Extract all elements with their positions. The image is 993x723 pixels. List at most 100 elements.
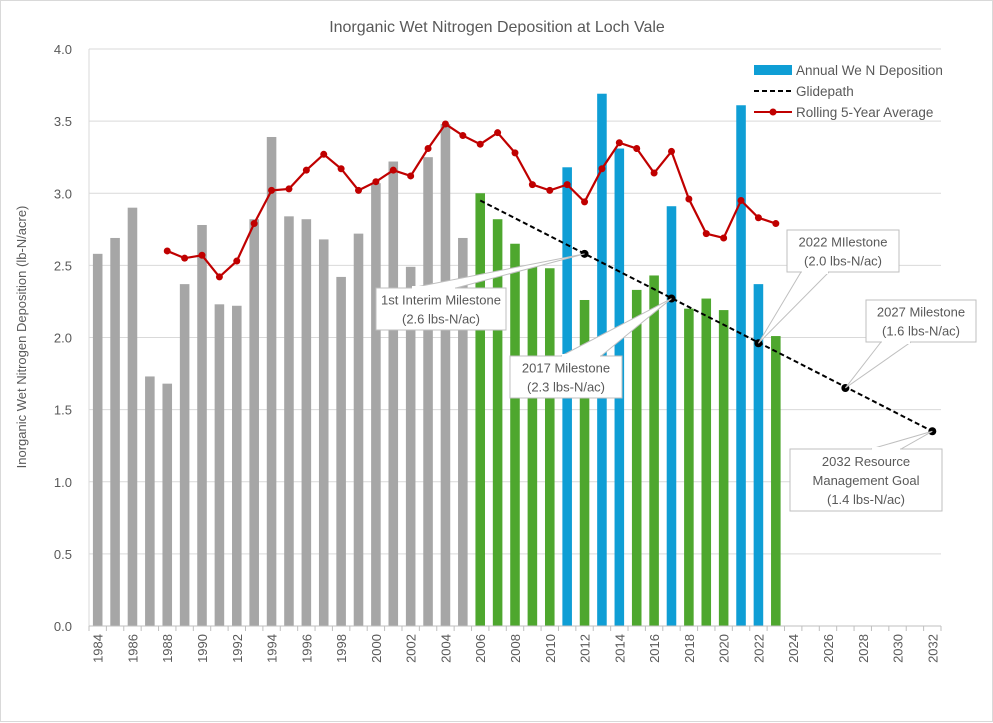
x-tick-label: 2000 <box>369 634 384 663</box>
x-tick-label: 1994 <box>265 634 280 663</box>
x-tick-label: 2016 <box>647 634 662 663</box>
legend-entry: Glidepath <box>796 84 854 99</box>
bar-2007 <box>492 219 503 626</box>
callout-joint <box>872 447 900 451</box>
bar-1987 <box>145 376 155 626</box>
bar-2000 <box>371 183 381 626</box>
rolling-average-point <box>337 165 345 173</box>
callout-text: 2032 Resource <box>822 454 910 469</box>
y-tick-label: 3.5 <box>54 114 72 129</box>
callout-pointer <box>757 271 831 344</box>
bar-2010 <box>544 268 555 626</box>
y-tick-label: 2.0 <box>54 331 72 346</box>
y-tick-label: 1.5 <box>54 403 72 418</box>
x-tick-label: 1990 <box>195 634 210 663</box>
bar-2004 <box>440 124 451 626</box>
bars <box>92 93 781 627</box>
x-tick-label: 2004 <box>438 634 453 663</box>
bar-1985 <box>110 237 120 626</box>
y-tick-label: 3.0 <box>54 186 72 201</box>
rolling-average-point <box>163 247 171 255</box>
x-tick-label: 2014 <box>612 634 627 663</box>
bar-1984 <box>92 253 103 626</box>
rolling-average-point <box>268 186 276 194</box>
rolling-average-point <box>181 254 189 262</box>
bar-2012 <box>579 299 590 626</box>
rolling-average-point <box>737 196 745 204</box>
bar-2015 <box>631 289 642 626</box>
bar-2009 <box>527 265 538 626</box>
bar-2019 <box>701 298 712 626</box>
y-tick-label: 2.5 <box>54 258 72 273</box>
x-tick-label: 1992 <box>230 634 245 663</box>
bar-1988 <box>162 383 173 626</box>
y-axis-ticks: 0.0 0.5 1.0 1.5 2.0 2.5 3.0 3.5 4.0 <box>54 42 72 634</box>
rolling-average-point <box>581 198 589 206</box>
legend-swatch-rolling-marker <box>769 108 777 116</box>
bar-2021 <box>736 105 746 626</box>
callout-joint <box>562 354 600 358</box>
rolling-average-line <box>166 122 777 279</box>
rolling-average-point <box>407 172 415 180</box>
callout-joint <box>882 340 910 344</box>
callout: 2017 Milestone (2.3 lbs-N/ac) <box>509 298 672 399</box>
callout: 2032 Resource Management Goal (1.4 lbs-N/a… <box>789 430 943 512</box>
rolling-average-point <box>511 149 519 157</box>
rolling-average-series <box>163 120 780 281</box>
y-tick-label: 4.0 <box>54 42 72 57</box>
bar-2008 <box>510 243 520 627</box>
rolling-average-point <box>441 120 449 128</box>
rolling-average-point <box>250 220 258 228</box>
x-tick-label: 1986 <box>125 634 140 663</box>
legend-entry: Annual We N Deposition <box>796 63 943 78</box>
x-tick-label: 1984 <box>91 634 106 663</box>
callout-joint <box>412 286 455 290</box>
bar-2018 <box>684 308 694 626</box>
x-tick-label: 1998 <box>334 634 349 663</box>
bar-1998 <box>336 276 346 626</box>
bar-2005 <box>458 237 468 626</box>
rolling-average-point <box>633 145 641 153</box>
callout-text: (1.6 lbs-N/ac) <box>882 324 960 339</box>
x-tick-label: 2022 <box>751 634 766 663</box>
x-tick-label: 2020 <box>717 634 732 663</box>
bar-1999 <box>353 233 364 626</box>
y-axis-label: Inorganic Wet Nitrogen Deposition (lb-N/… <box>14 206 29 469</box>
rolling-average-point <box>233 257 241 265</box>
x-tick-label: 2030 <box>891 634 906 663</box>
legend: Annual We N Deposition Glidepath Rolling 5… <box>754 63 943 120</box>
rolling-average-point <box>702 230 710 238</box>
rolling-average-point <box>720 234 728 242</box>
x-tick-label: 1988 <box>160 634 175 663</box>
bar-1990 <box>197 224 207 627</box>
bar-1989 <box>179 284 190 626</box>
rolling-average-point <box>546 186 554 194</box>
callout-text: 1st Interim Milestone <box>381 293 501 308</box>
bar-2023 <box>771 336 781 626</box>
rolling-average-point <box>476 140 484 148</box>
x-tick-label: 2024 <box>786 634 801 663</box>
bar-2003 <box>423 157 433 626</box>
rolling-average-point <box>494 129 502 137</box>
x-tick-label: 1996 <box>299 634 314 663</box>
callout-text: Management Goal <box>813 473 920 488</box>
x-tick-label: 2008 <box>508 634 523 663</box>
callout: 1st Interim Milestone (2.6 lbs-N/ac) <box>375 253 585 331</box>
callout-pointer <box>870 430 933 450</box>
rolling-average-point <box>215 273 223 281</box>
rolling-average-point <box>355 186 363 194</box>
rolling-average-point <box>372 178 380 186</box>
bar-2001 <box>388 161 399 626</box>
rolling-average-point <box>598 165 606 173</box>
bar-1995 <box>284 216 294 626</box>
callout: 2027 Milestone (1.6 lbs-N/ac) <box>844 299 977 389</box>
legend-entry: Rolling 5-Year Average <box>796 105 933 120</box>
callout-text: (2.0 lbs-N/ac) <box>804 254 882 269</box>
rolling-average-point <box>389 166 397 174</box>
bar-1993 <box>249 219 259 626</box>
rolling-average-point <box>754 214 762 222</box>
y-tick-label: 0.5 <box>54 547 72 562</box>
callout-text: (1.4 lbs-N/ac) <box>827 492 905 507</box>
callout-text: (2.3 lbs-N/ac) <box>527 380 605 395</box>
